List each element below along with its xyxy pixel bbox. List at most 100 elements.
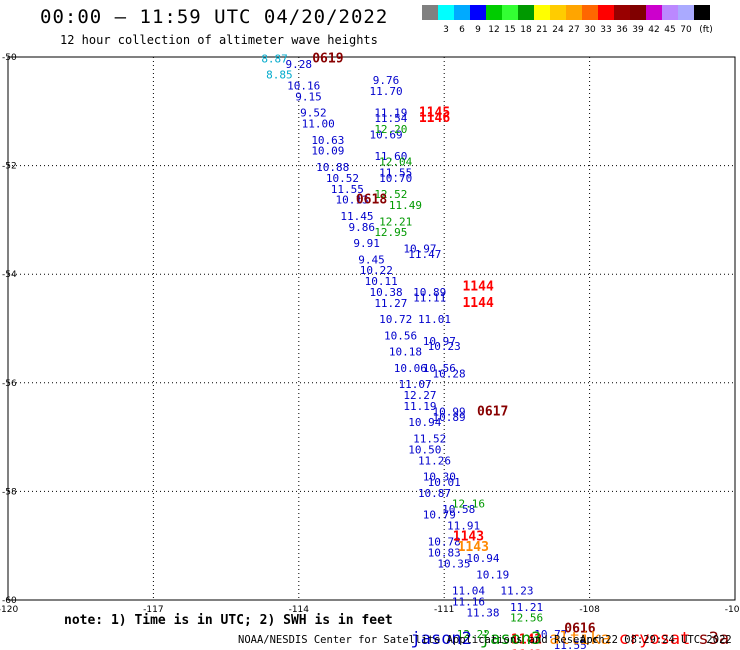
data-point-label: 10.28 <box>432 367 465 380</box>
scale-swatch <box>486 5 502 20</box>
data-point-label: 11.45 <box>340 210 373 223</box>
data-point-label: 10.88 <box>316 161 349 174</box>
data-point-label: 11.16 <box>452 595 485 608</box>
data-point-label: 9.15 <box>295 90 322 103</box>
data-point-label: 0619 <box>312 51 343 66</box>
scale-label: 27 <box>568 25 580 35</box>
scale-label: 6 <box>459 25 465 35</box>
lon-tick-label: -120 <box>0 605 18 615</box>
scale-swatch <box>470 5 486 20</box>
data-point-label: 11.55 <box>379 166 412 179</box>
scale-swatch <box>550 5 566 20</box>
legend-cryosat: cryosat <box>618 629 691 649</box>
data-point-label: 9.52 <box>300 107 327 120</box>
scale-label: 33 <box>600 25 612 35</box>
data-point-label: 8.87 <box>261 52 288 65</box>
data-point-label: 11.00 <box>302 118 335 131</box>
data-point-label: 11.26 <box>418 454 451 467</box>
scale-label: 45 <box>664 25 676 35</box>
scale-swatch <box>630 5 646 20</box>
data-point-label: 11.21 <box>510 601 543 614</box>
data-point-label: 10.13 <box>336 194 369 207</box>
data-point-label: 0616 <box>564 622 595 637</box>
scale-swatch <box>454 5 470 20</box>
map-frame <box>7 56 736 601</box>
data-point-label: 1142 <box>511 649 542 650</box>
data-point-label: 9.28 <box>286 58 313 71</box>
data-point-label: 10.94 <box>408 416 441 429</box>
scale-label: 70 <box>680 25 692 35</box>
data-point-label: 10.06 <box>394 362 427 375</box>
lon-tick-label: -108 <box>579 605 600 615</box>
data-point-label: 11.19 <box>403 400 436 413</box>
data-point-label: 10.72 <box>379 313 412 326</box>
scale-swatch <box>438 5 454 20</box>
data-point-label: 11.19 <box>374 107 407 120</box>
data-point-label: 10.56 <box>384 329 417 342</box>
data-point-label: 10.94 <box>466 552 499 565</box>
data-point-label: 10.78 <box>428 536 461 549</box>
data-point-label: 11.52 <box>413 433 446 446</box>
data-point-label: 10.69 <box>369 128 402 141</box>
data-point-label: 12.95 <box>374 226 407 239</box>
data-point-label: 10.16 <box>287 80 320 93</box>
scale-label: 39 <box>632 25 644 35</box>
data-point-label: 12.22 <box>457 628 490 641</box>
lon-tick-label: -105 <box>725 605 740 615</box>
data-point-label: 10.63 <box>311 134 344 147</box>
data-point-label: 12.27 <box>403 389 436 402</box>
data-point-label: 10.97 <box>423 335 456 348</box>
scale-swatch <box>694 5 710 20</box>
data-point-label: 1145 <box>419 106 450 121</box>
legend-jason2: jason2 <box>410 629 472 649</box>
scale-swatch <box>678 5 694 20</box>
data-point-label: 1144 <box>462 279 493 294</box>
data-point-label: 10.35 <box>437 557 470 570</box>
footer-agency: NOAA/NESDIS Center for Satellite Applica… <box>238 634 605 646</box>
data-point-label: 8.85 <box>266 69 293 82</box>
scale-swatch <box>534 5 550 20</box>
data-point-label: 10.70 <box>379 172 412 185</box>
data-point-label: 10.38 <box>369 286 402 299</box>
data-point-label: 10.77 <box>534 628 567 641</box>
lat-tick-label: -58 <box>2 487 17 497</box>
data-point-label: 9.86 <box>349 221 376 234</box>
data-point-label: 10.83 <box>428 547 461 560</box>
scale-swatch <box>614 5 630 20</box>
data-point-label: 10.58 <box>442 503 475 516</box>
data-point-label: 11.11 <box>413 291 446 304</box>
data-point-label: 10.09 <box>311 145 344 158</box>
data-point-label: 11.49 <box>389 199 422 212</box>
data-point-label: 12.16 <box>452 498 485 511</box>
data-point-label: 9.45 <box>358 253 385 266</box>
data-point-label: 1144 <box>462 296 493 311</box>
data-point-label: 11.07 <box>399 378 432 391</box>
data-point-label: 10.87 <box>418 487 451 500</box>
scale-swatch <box>422 5 438 20</box>
data-point-label: 11.47 <box>408 248 441 261</box>
note-text: note: 1) Time is in UTC; 2) SWH is in fe… <box>64 613 393 628</box>
data-point-label: 10.19 <box>476 568 509 581</box>
data-point-label: 10.52 <box>326 172 359 185</box>
data-point-label: 11.27 <box>374 297 407 310</box>
data-point-label: 1143 <box>453 529 484 544</box>
data-point-label: 10.89 <box>432 411 465 424</box>
lon-tick-label: -114 <box>289 605 310 615</box>
data-point-label: 9.76 <box>373 74 400 87</box>
scale-swatch <box>518 5 534 20</box>
scale-label: 42 <box>648 25 660 35</box>
scale-swatch <box>646 5 662 20</box>
data-point-label: 1146 <box>419 111 450 126</box>
scale-label: 18 <box>520 25 532 35</box>
data-point-label: 10.11 <box>365 275 398 288</box>
satellite-legend: jason2 jason3 altika cryosat s3a <box>390 609 737 649</box>
data-point-label: 11.01 <box>418 313 451 326</box>
data-point-label: 10.56 <box>423 362 456 375</box>
scale-label: 36 <box>616 25 628 35</box>
map-grid <box>8 57 735 600</box>
lat-tick-label: -50 <box>2 53 17 63</box>
data-point-label: 11.38 <box>466 606 499 619</box>
lat-tick-label: -56 <box>2 379 17 389</box>
data-point-label: 1142 <box>511 632 542 647</box>
